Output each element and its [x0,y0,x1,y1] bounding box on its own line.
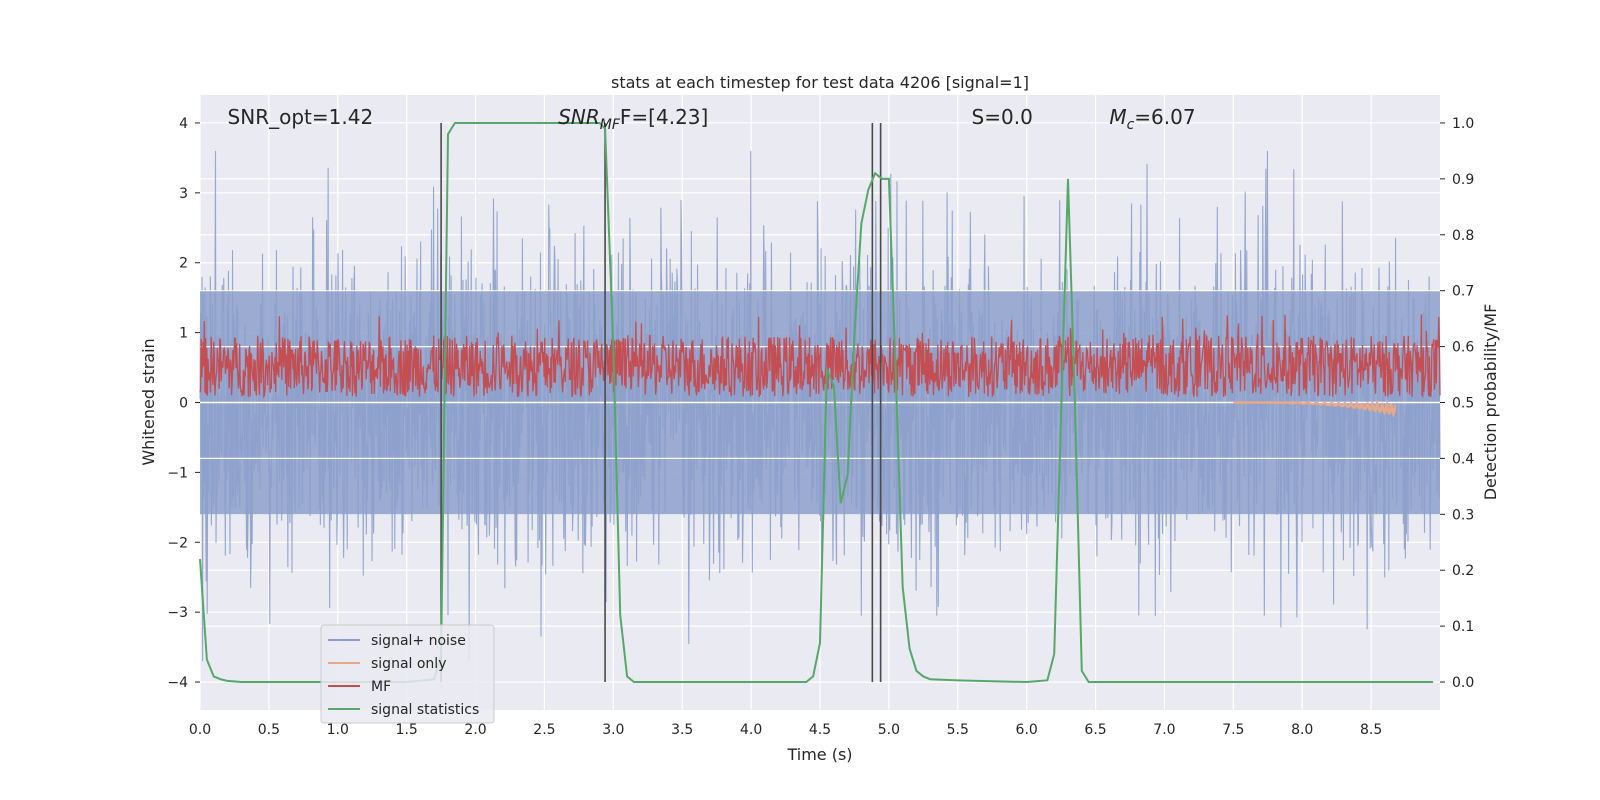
x-tick-label: 6.0 [1016,722,1038,738]
y-tick-label: 3 [179,186,188,202]
y-axis-left: 4 3 2 1 0 −1 −2 −3 −4 [167,116,200,691]
legend-label-signal-noise: signal+ noise [371,633,466,649]
x-tick-label: 8.0 [1291,722,1313,738]
annotation-s: S=0.0 [972,105,1033,129]
legend-label-signal-only: signal only [371,656,446,672]
y2-tick-label: 1.0 [1452,116,1474,132]
y-tick-label: −1 [167,465,188,481]
y2-tick-label: 0.0 [1452,675,1474,691]
y-tick-label: −4 [167,675,188,691]
y-tick-label: −3 [167,605,188,621]
x-tick-label: 6.5 [1084,722,1106,738]
annotation-mc: Mc=6.07 [1109,105,1195,133]
x-tick-label: 4.5 [809,722,831,738]
chirp-trace [1233,398,1397,418]
y2-tick-label: 0.3 [1452,507,1474,523]
x-tick-label: 2.0 [464,722,486,738]
y2-tick-label: 0.6 [1452,340,1474,356]
legend-box [320,624,495,724]
x-tick-label: 4.0 [740,722,762,738]
y2-tick-label: 0.7 [1452,284,1474,300]
x-tick-label: 0.5 [258,722,280,738]
annotation-snr_opt: SNR_opt=1.42 [228,105,374,129]
y2-tick-label: 0.4 [1452,451,1474,467]
x-tick-label: 8.5 [1360,722,1382,738]
x-tick-label: 5.0 [878,722,900,738]
legend-label-signal-statistics: signal statistics [371,702,479,718]
x-tick-label: 1.0 [327,722,349,738]
annotations: SNR_opt=1.42 SNRMFF=[4.23] S=0.0 Mc=6.07 [228,105,1196,133]
legend: signal+ noise signal only MF signal stat… [320,624,495,724]
x-tick-label: 7.5 [1222,722,1244,738]
y-axis-title: Whitened strain [139,338,158,465]
noise-trace [199,150,1441,662]
x-tick-label: 7.0 [1153,722,1175,738]
x-tick-label: 3.5 [671,722,693,738]
x-axis: 0.0 0.5 1.0 1.5 2.0 2.5 3.0 3.5 4.0 4.5 5.0 5.5 6.0 6… [189,722,1382,738]
x-tick-label: 5.5 [947,722,969,738]
x-tick-label: 1.5 [396,722,418,738]
y-tick-label: 2 [179,256,188,272]
series-signal-only [1233,398,1397,418]
y2-tick-label: 0.5 [1452,396,1474,412]
x-tick-label: 3.0 [602,722,624,738]
mf-trace [199,314,1441,399]
y2-tick-label: 0.2 [1452,563,1474,579]
y-tick-label: 4 [179,116,188,132]
y-tick-label: 0 [179,396,188,412]
x-tick-label: 2.5 [533,722,555,738]
annotation-snr_mf: SNRMFF=[4.23] [558,105,708,133]
y-tick-label: −2 [167,535,188,551]
y-tick-label: 1 [179,326,188,342]
legend-label-mf: MF [371,679,391,695]
y2-tick-label: 0.9 [1452,172,1474,188]
y2-tick-label: 0.1 [1452,619,1474,635]
y-axis-right: 1.0 0.9 0.8 0.7 0.6 0.5 0.4 0.3 0.2 0.1 0.0 [1440,116,1474,691]
y2-axis-title: Detection probability/MF [1481,304,1500,501]
chart-title: stats at each timestep for test data 420… [611,73,1029,92]
x-tick-label: 0.0 [189,722,211,738]
series-mf [199,314,1441,399]
y2-tick-label: 0.8 [1452,228,1474,244]
x-axis-title: Time (s) [786,745,852,764]
